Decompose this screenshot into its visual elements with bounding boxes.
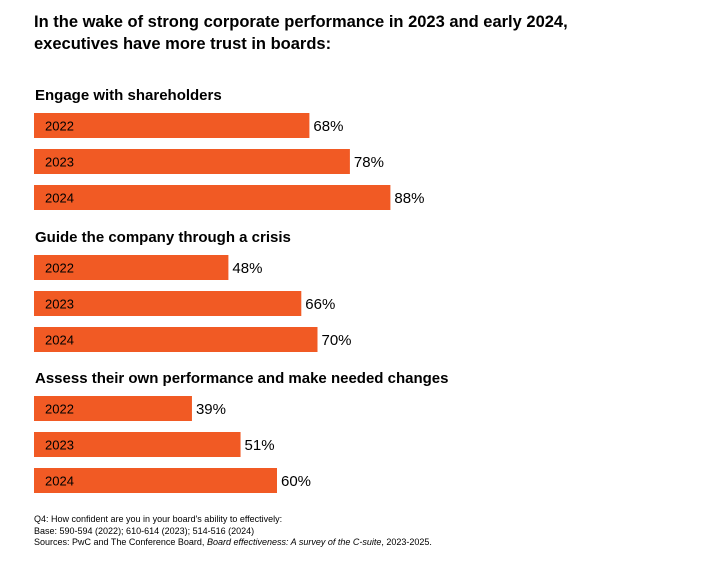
footnote-sources: Sources: PwC and The Conference Board, B…: [34, 537, 432, 549]
footnote-base: Base: 590-594 (2022); 610-614 (2023); 51…: [34, 525, 255, 536]
bar-value-label: 39%: [196, 401, 226, 418]
footnote-sources-suffix: , 2023-2025.: [381, 537, 432, 547]
bar-2024: [34, 185, 391, 210]
chart-title: In the wake of strong corporate performa…: [34, 11, 694, 55]
chart-title-line-1: In the wake of strong corporate performa…: [34, 13, 568, 31]
bar-year-label: 2024: [45, 333, 74, 348]
bar-value-label: 60%: [281, 473, 311, 490]
bar-year-label: 2023: [45, 155, 74, 170]
bar-value-label: 51%: [245, 437, 275, 454]
footnote-sources-title: Board effectiveness: A survey of the C-s…: [206, 537, 382, 547]
bar-year-label: 2022: [45, 119, 74, 134]
bar-2023: [34, 291, 302, 316]
group-title: Guide the company through a crisis: [35, 229, 291, 246]
bar-value-label: 66%: [305, 296, 335, 313]
group-title: Assess their own performance and make ne…: [35, 370, 448, 387]
bar-year-label: 2023: [45, 438, 74, 453]
bar-2023: [34, 149, 350, 174]
bar-year-label: 2022: [45, 402, 74, 417]
bar-2022: [34, 255, 229, 280]
bar-year-label: 2023: [45, 297, 74, 312]
bar-year-label: 2024: [45, 191, 74, 206]
footnote-sources-prefix: Sources: PwC and The Conference Board,: [34, 537, 207, 547]
bar-2024: [34, 327, 318, 352]
footnotes: Q4: How confident are you in your board'…: [34, 514, 432, 549]
chart-title-line-2: executives have more trust in boards:: [34, 35, 332, 53]
bar-2023: [34, 432, 241, 457]
bar-value-label: 70%: [322, 332, 352, 349]
bar-value-label: 88%: [394, 190, 424, 207]
group-title: Engage with shareholders: [35, 87, 222, 104]
bar-2022: [34, 396, 192, 421]
bar-value-label: 78%: [354, 154, 384, 171]
bar-value-label: 68%: [313, 118, 343, 135]
bar-2024: [34, 468, 277, 493]
bar-value-label: 48%: [232, 260, 262, 277]
footnote-question: Q4: How confident are you in your board'…: [34, 514, 283, 524]
bar-2022: [34, 113, 310, 138]
bar-year-label: 2024: [45, 474, 74, 489]
bar-year-label: 2022: [45, 261, 74, 276]
